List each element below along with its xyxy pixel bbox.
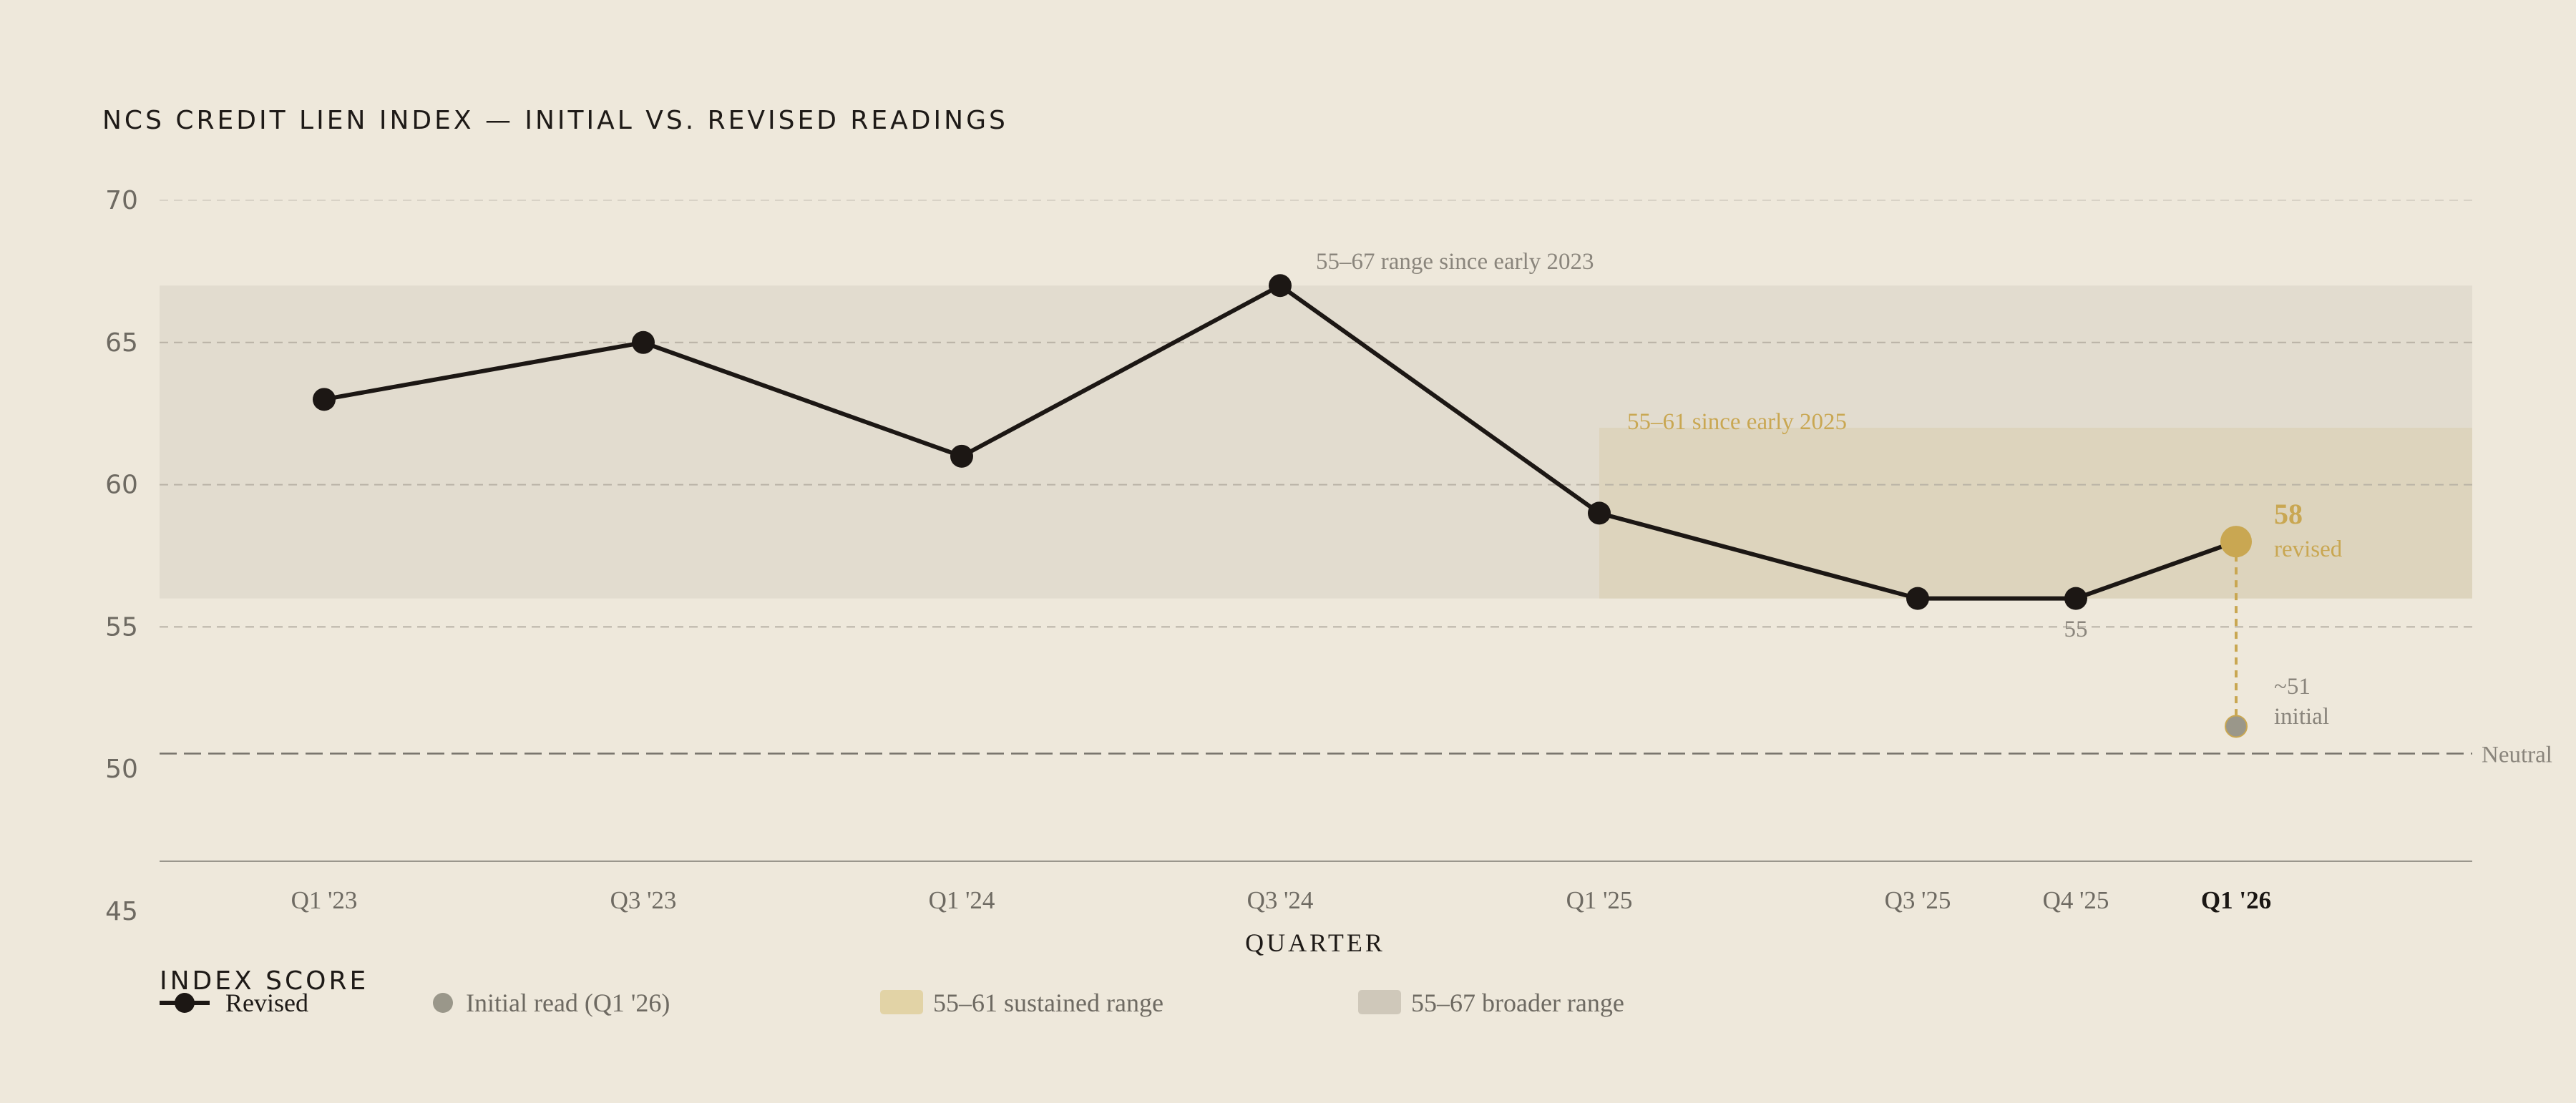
x-axis-label: QUARTER [1245, 928, 1385, 957]
revised-point [1269, 274, 1292, 298]
legend-label: 55–67 broader range [1411, 989, 1624, 1017]
initial-point [2225, 715, 2248, 738]
legend-band-swatch [1358, 990, 1401, 1014]
legend: Revised Initial read (Q1 '26) 55–61 sustai… [160, 989, 1624, 1017]
legend-initial-dot [433, 993, 453, 1013]
revised-point [313, 388, 336, 411]
broad-range-annotation: 55–67 range since early 2023 [1316, 249, 1594, 275]
y-tick-label: 50 [105, 755, 138, 784]
revised-point-latest [2220, 526, 2252, 558]
y-tick-label: 60 [105, 471, 138, 500]
revised-word-label: revised [2274, 536, 2343, 562]
revised-point [1906, 587, 1929, 610]
revised-value-label: 58 [2274, 498, 2303, 530]
sustained-range-band [1599, 428, 2472, 599]
legend-band-swatch [880, 990, 923, 1014]
sustained-range-annotation: 55–61 since early 2025 [1627, 409, 1847, 435]
x-tick-label: Q1 '23 [291, 886, 358, 914]
y-tick-label: 70 [105, 186, 138, 215]
y-tick-label: 65 [105, 328, 138, 358]
x-tick-label: Q1 '25 [1566, 886, 1633, 914]
y-tick-label: 55 [105, 612, 138, 642]
revised-point [632, 330, 655, 354]
legend-label: Initial read (Q1 '26) [466, 989, 670, 1017]
neutral-label: Neutral [2482, 742, 2552, 768]
legend-label: 55–61 sustained range [933, 989, 1163, 1017]
q4-value-label: 55 [2064, 617, 2088, 642]
x-tick-label: Q4 '25 [2043, 886, 2109, 914]
revised-point [950, 444, 973, 468]
x-tick-label: Q1 '24 [929, 886, 995, 914]
y-tick-label: 45 [105, 897, 138, 926]
initial-word-label: initial [2274, 704, 2329, 730]
x-tick-label: Q3 '23 [610, 886, 677, 914]
initial-value-label: ~51 [2274, 674, 2311, 700]
legend-revised-marker [175, 993, 195, 1013]
y-axis-label: INDEX SCORE [160, 966, 369, 996]
x-tick-label: Q3 '25 [1885, 886, 1951, 914]
revised-series-line [323, 283, 2238, 601]
revised-point [1588, 501, 1611, 525]
chart-title: NCS CREDIT LIEN INDEX — INITIAL VS. REVI… [102, 106, 1008, 135]
x-tick-label: Q1 '26 [2201, 886, 2271, 914]
x-tick-label: Q3 '24 [1247, 886, 1314, 914]
legend-label: Revised [225, 989, 308, 1017]
revised-point [2064, 587, 2087, 610]
